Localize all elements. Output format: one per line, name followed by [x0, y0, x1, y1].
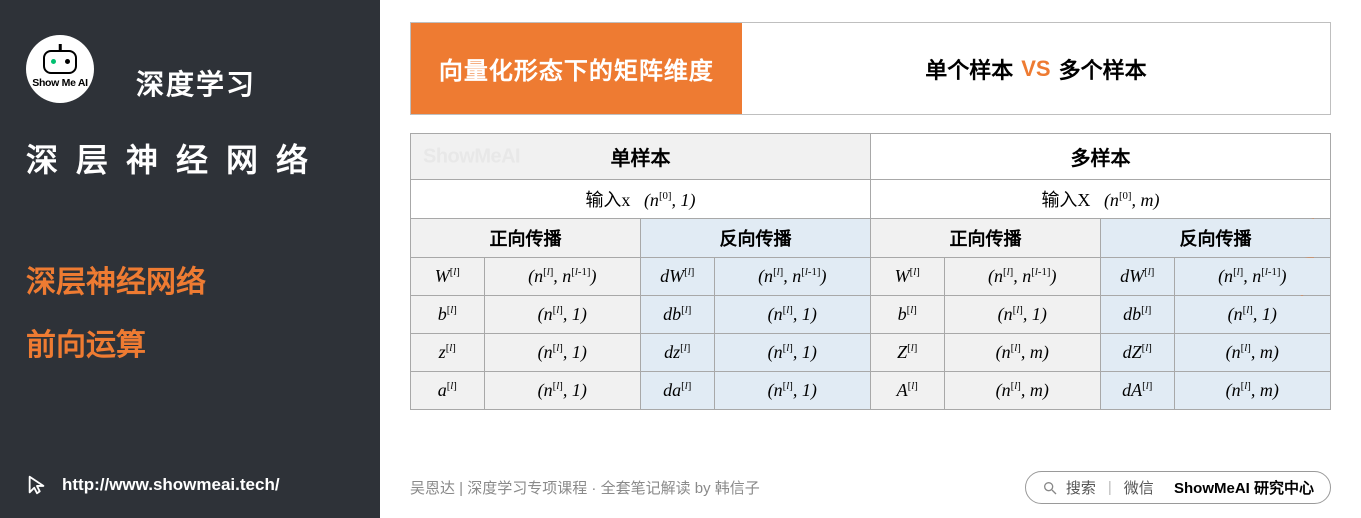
search-hint-b: 微信	[1124, 477, 1154, 498]
table-cell: da[l]	[640, 372, 714, 410]
table-cell: a[l]	[411, 372, 485, 410]
table-cell: (n[l], 1)	[714, 372, 870, 410]
table-cell: dW[l]	[640, 258, 714, 296]
sub-bwd-single: 反向传播	[640, 219, 870, 258]
table-cell: (n[l], m)	[1174, 372, 1330, 410]
topic-line-2: 前向运算	[26, 314, 354, 377]
input-single: 输入x (n[0], 1)	[411, 180, 871, 219]
table-cell: dA[l]	[1100, 372, 1174, 410]
table-cell: dz[l]	[640, 334, 714, 372]
table-cell: b[l]	[870, 296, 944, 334]
table-cell: (n[l], 1)	[484, 372, 640, 410]
sidebar-footer: http://www.showmeai.tech/	[26, 474, 280, 496]
table-cell: (n[l], n[l-1])	[714, 258, 870, 296]
table-row: b[l](n[l], 1)db[l](n[l], 1)b[l](n[l], 1)…	[411, 296, 1331, 334]
topic-highlight: 深层神经网络 前向运算	[26, 251, 354, 377]
subheader-row: 正向传播 反向传播 正向传播 反向传播	[411, 219, 1331, 258]
topic-line-1: 深层神经网络	[26, 251, 354, 314]
table-cell: (n[l], m)	[944, 372, 1100, 410]
header-row: 向量化形态下的矩阵维度 单个样本 VS 多个样本	[410, 22, 1331, 115]
footer-credit: 吴恩达 | 深度学习专项课程 · 全套笔记解读 by 韩信子	[410, 477, 760, 498]
dimension-table: ShowMeAI 单样本 多样本 输入x (n[0], 1) 输入X (n[0]…	[410, 133, 1331, 459]
table-cell: (n[l], 1)	[484, 296, 640, 334]
col-group-single: ShowMeAI 单样本	[411, 134, 871, 180]
search-pill[interactable]: 搜索 | 微信 ShowMeAI 研究中心	[1025, 471, 1331, 504]
search-hint-a: 搜索	[1066, 477, 1096, 498]
cursor-icon	[26, 474, 48, 496]
table-cell: (n[l], m)	[944, 334, 1100, 372]
header-right: 单个样本 VS 多个样本	[742, 23, 1330, 114]
site-url[interactable]: http://www.showmeai.tech/	[62, 475, 280, 495]
sub-fwd-multi: 正向传播	[870, 219, 1100, 258]
table-cell: (n[l], n[l-1])	[1174, 258, 1330, 296]
table-cell: dZ[l]	[1100, 334, 1174, 372]
input-row: 输入x (n[0], 1) 输入X (n[0], m)	[411, 180, 1331, 219]
sidebar: Show Me AI 深度学习 深层神经网络 深层神经网络 前向运算 http:…	[0, 0, 380, 518]
logo: Show Me AI	[26, 35, 94, 103]
table-cell: (n[l], 1)	[714, 296, 870, 334]
header-left: 向量化形态下的矩阵维度	[411, 23, 742, 114]
sub-fwd-single: 正向传播	[411, 219, 641, 258]
header-vs: VS	[1021, 56, 1050, 82]
table-cell: z[l]	[411, 334, 485, 372]
search-icon	[1042, 480, 1058, 496]
table-cell: A[l]	[870, 372, 944, 410]
table-cell: dW[l]	[1100, 258, 1174, 296]
table-cell: W[l]	[870, 258, 944, 296]
table-cell: b[l]	[411, 296, 485, 334]
table-cell: (n[l], 1)	[1174, 296, 1330, 334]
table-row: z[l](n[l], 1)dz[l](n[l], 1)Z[l](n[l], m)…	[411, 334, 1331, 372]
cell-watermark: ShowMeAI	[423, 145, 520, 168]
table-cell: (n[l], n[l-1])	[944, 258, 1100, 296]
search-divider: |	[1108, 479, 1112, 496]
table-cell: (n[l], n[l-1])	[484, 258, 640, 296]
table-cell: db[l]	[1100, 296, 1174, 334]
header-sample-multi: 多个样本	[1059, 53, 1147, 85]
sub-bwd-multi: 反向传播	[1100, 219, 1330, 258]
course-title: 深层神经网络	[26, 135, 354, 181]
table-cell: (n[l], 1)	[714, 334, 870, 372]
input-multi: 输入X (n[0], m)	[870, 180, 1330, 219]
table-row: a[l](n[l], 1)da[l](n[l], 1)A[l](n[l], m)…	[411, 372, 1331, 410]
logo-text: Show Me AI	[32, 77, 88, 89]
col-group-multi: 多样本	[870, 134, 1330, 180]
footer: 吴恩达 | 深度学习专项课程 · 全套笔记解读 by 韩信子 搜索 | 微信 S…	[410, 471, 1331, 504]
robot-icon	[43, 50, 77, 74]
table-cell: W[l]	[411, 258, 485, 296]
header-sample-single: 单个样本	[925, 53, 1013, 85]
table-cell: (n[l], 1)	[484, 334, 640, 372]
table-cell: (n[l], 1)	[944, 296, 1100, 334]
main-content: ShowMeAI 向量化形态下的矩阵维度 单个样本 VS 多个样本 ShowMe…	[380, 0, 1361, 518]
search-brand: ShowMeAI 研究中心	[1174, 477, 1314, 498]
table-row: W[l](n[l], n[l-1])dW[l](n[l], n[l-1])W[l…	[411, 258, 1331, 296]
table-cell: db[l]	[640, 296, 714, 334]
table-cell: Z[l]	[870, 334, 944, 372]
table-cell: (n[l], m)	[1174, 334, 1330, 372]
course-subtitle: 深度学习	[136, 63, 354, 103]
